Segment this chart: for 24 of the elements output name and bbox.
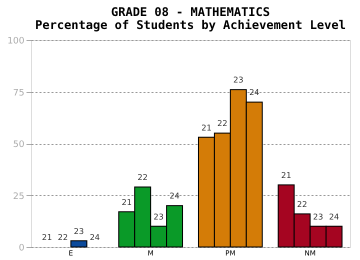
y-tick-label: 75 <box>13 88 24 98</box>
series-label: 22 <box>138 172 148 182</box>
text: 23 <box>233 76 244 85</box>
y-tick-label: 0 <box>18 244 25 254</box>
text: 24 <box>328 212 340 222</box>
y-tick-label: 25 <box>13 192 24 202</box>
series-label: 24 <box>169 192 180 201</box>
text: 23 <box>313 212 324 222</box>
text: 22 <box>58 233 68 242</box>
series-label: 23 <box>74 226 84 236</box>
text: 22 <box>217 119 228 128</box>
y-tick-label: 100 <box>7 36 25 46</box>
text: 24 <box>90 233 100 242</box>
text: 21 <box>281 170 292 180</box>
text: 23 <box>154 212 164 222</box>
y-tick-label: 50 <box>13 140 25 150</box>
text: 22 <box>297 200 308 209</box>
text: 24 <box>249 88 260 98</box>
chart-title: GRADE 08 - MATHEMATICS <box>111 5 270 19</box>
bar <box>70 240 88 248</box>
text: 21 <box>201 123 212 132</box>
series-label: 21 <box>122 198 132 207</box>
chart-subtitle: Percentage of Students by Achievement Level <box>35 18 346 32</box>
text: 21 <box>42 233 52 242</box>
